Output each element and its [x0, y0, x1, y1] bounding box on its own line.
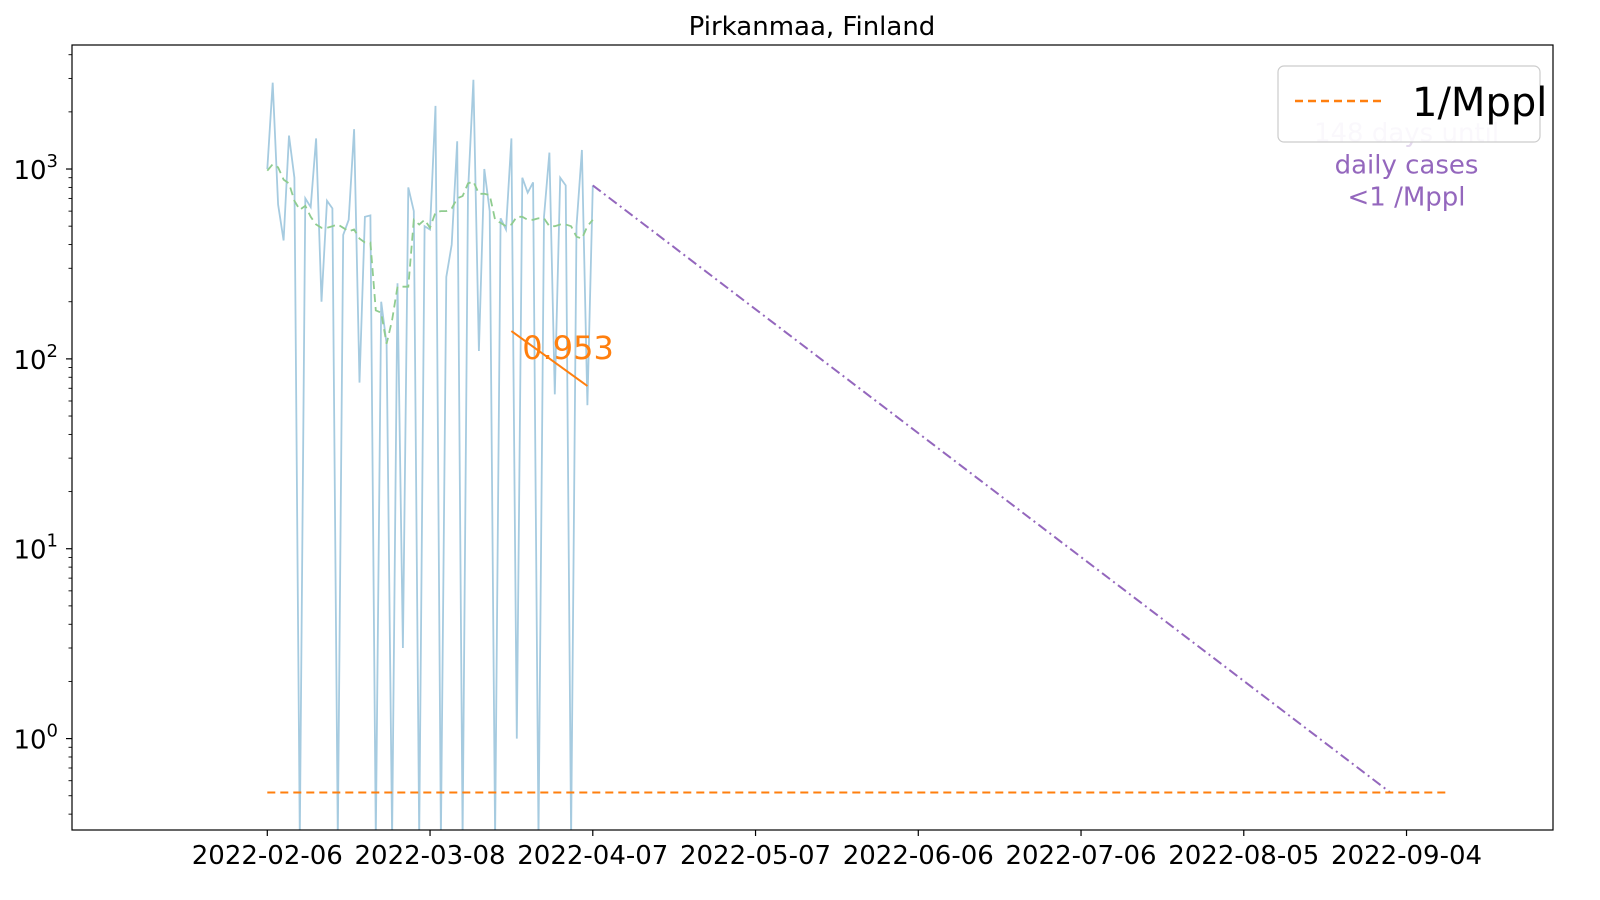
- x-tick-label: 2022-08-05: [1168, 841, 1319, 871]
- series-line-daily: [266, 79, 594, 830]
- x-tick-label: 2022-06-06: [843, 841, 994, 871]
- y-tick-label: 103: [13, 151, 58, 186]
- series-layer: [266, 79, 1450, 830]
- chart-title: Pirkanmaa, Finland: [689, 12, 936, 42]
- x-tick-label: 2022-05-07: [680, 841, 831, 871]
- axes: 100 101 102 103 2022-02-06 2022-03-08 2022-04-…: [13, 44, 1554, 871]
- x-tick-label: 2022-03-08: [354, 841, 505, 871]
- x-tick-label: 2022-09-04: [1331, 841, 1482, 871]
- y-tick-label: 101: [13, 531, 58, 566]
- legend: 1/Mppl: [1277, 65, 1547, 143]
- series-line-rolling_avg: [266, 163, 594, 345]
- x-tick-label: 2022-02-06: [192, 841, 343, 871]
- plot-frame: [71, 44, 1554, 831]
- legend-label: 1/Mppl: [1412, 80, 1547, 126]
- y-tick-label: 100: [13, 721, 58, 756]
- x-tick-label: 2022-07-06: [1005, 841, 1156, 871]
- y-tick-label: 102: [13, 341, 58, 376]
- series-line-projection: [592, 184, 1391, 794]
- annotation-0: 0.953: [522, 329, 614, 367]
- x-tick-label: 2022-04-07: [517, 841, 668, 871]
- legend-box: [1277, 65, 1541, 143]
- series-line-trend: [510, 330, 588, 387]
